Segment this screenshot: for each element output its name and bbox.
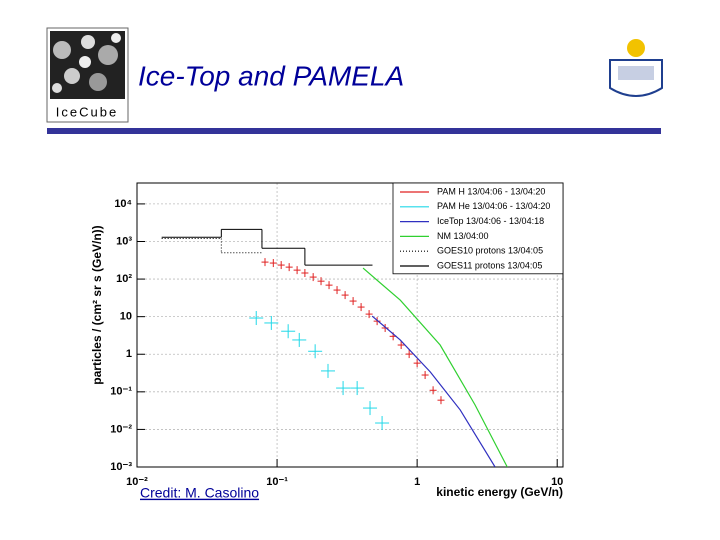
data-point <box>413 359 421 368</box>
data-point <box>421 371 429 380</box>
data-point <box>365 310 373 319</box>
legend-box <box>392 182 564 275</box>
x-tick-label: 10⁻² <box>126 476 148 488</box>
data-point <box>325 281 333 290</box>
data-point <box>437 396 445 405</box>
data-point <box>341 291 349 300</box>
y-tick-label: 10 <box>120 311 132 323</box>
y-axis-title: particles / (cm² sr s (GeV/n)) <box>90 225 104 384</box>
data-point <box>350 381 365 396</box>
data-point <box>261 258 269 267</box>
y-tick-label: 10² <box>116 273 132 285</box>
data-point <box>309 273 317 282</box>
data-point <box>405 350 413 359</box>
data-point <box>308 344 323 359</box>
series-line <box>362 267 508 467</box>
data-point <box>429 386 437 395</box>
chart: 10⁻² 10⁻¹ 1 10 10⁻³ 10⁻² 10⁻¹ 1 10 10² 10³ 10⁴ kinet… <box>90 182 564 499</box>
y-tick-label: 10³ <box>116 235 132 247</box>
legend-label: IceTop 13/04:06 - 13/04:18 <box>437 216 544 226</box>
data-point <box>333 286 341 295</box>
x-tick-label: 10⁻¹ <box>266 476 288 488</box>
x-tick-label: 10 <box>551 476 563 488</box>
legend-label: PAM He 13/04:06 - 13/04:20 <box>437 201 550 211</box>
x-tick-label: 1 <box>414 476 420 488</box>
x-axis-title: kinetic energy (GeV/n) <box>436 485 563 499</box>
data-point <box>249 311 264 326</box>
data-point <box>363 401 378 416</box>
data-point <box>397 341 405 350</box>
data-point <box>349 297 357 306</box>
credit: Credit: M. Casolino <box>140 485 259 501</box>
slide-title: Ice-Top and PAMELA <box>138 60 404 91</box>
data-point <box>375 416 390 431</box>
data-point <box>357 303 365 312</box>
plot-border <box>136 182 564 468</box>
data-point <box>269 259 277 268</box>
delaware-logo <box>609 39 663 97</box>
data-point <box>281 324 296 339</box>
data-point <box>264 315 279 330</box>
legend-label: GOES11 protons 13/04:05 <box>437 260 542 270</box>
y-tick-label: 10⁻¹ <box>110 386 132 398</box>
legend-label: GOES10 protons 13/04:05 <box>437 246 543 256</box>
legend-label: NM 13/04:00 <box>437 231 489 241</box>
data-point <box>381 323 389 332</box>
data-point <box>301 269 309 278</box>
icecube-logo: IceCube <box>46 27 129 123</box>
data-point <box>373 317 381 326</box>
series-line <box>371 315 496 467</box>
legend-label: PAM H 13/04:06 - 13/04:20 <box>437 186 545 196</box>
y-tick-label: 10⁻³ <box>110 461 132 473</box>
y-tick-label: 10⁻² <box>110 423 132 435</box>
logo-text: IceCube <box>56 104 118 119</box>
title-rule <box>47 128 661 134</box>
data-point <box>285 263 293 272</box>
y-tick-label: 10⁴ <box>114 198 132 210</box>
y-tick-label: 1 <box>126 348 132 360</box>
data-point <box>277 261 285 270</box>
data-point <box>320 363 335 378</box>
data-point <box>317 277 325 286</box>
data-point <box>293 266 301 275</box>
data-point <box>336 381 351 396</box>
data-point <box>292 332 307 347</box>
